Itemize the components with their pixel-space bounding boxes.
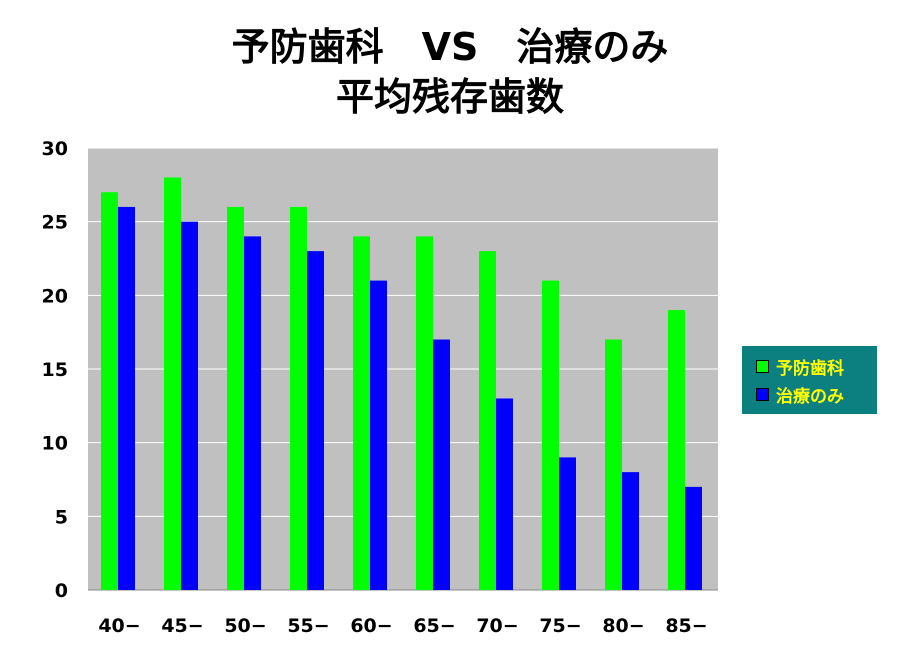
x-tick-label: 50− bbox=[224, 615, 266, 637]
legend-item-preventive: 予防歯科 bbox=[756, 356, 844, 379]
y-tick-label: 0 bbox=[55, 580, 68, 602]
y-tick-label: 20 bbox=[42, 285, 68, 307]
y-tick-label: 15 bbox=[42, 359, 68, 381]
y-tick-label: 25 bbox=[42, 212, 68, 234]
bar-treatment bbox=[370, 280, 387, 590]
bar-treatment bbox=[559, 457, 576, 590]
chart-title-line-1: 予防歯科 VS 治療のみ bbox=[231, 25, 669, 69]
legend-swatch-preventive bbox=[756, 359, 769, 373]
bar-preventive bbox=[164, 177, 181, 590]
x-tick-label: 45− bbox=[161, 615, 203, 637]
y-tick-label: 5 bbox=[55, 506, 68, 528]
bar-treatment bbox=[433, 339, 450, 590]
legend-item-treatment: 治療のみ bbox=[756, 384, 844, 407]
x-tick-label: 75− bbox=[539, 615, 581, 637]
y-tick-label: 30 bbox=[42, 138, 68, 160]
bar-treatment bbox=[622, 472, 639, 590]
x-tick-label: 85− bbox=[665, 615, 707, 637]
legend-swatch-treatment bbox=[756, 387, 769, 401]
bar-treatment bbox=[118, 206, 135, 590]
legend-label-treatment: 治療のみ bbox=[776, 386, 844, 407]
x-tick-label: 60− bbox=[350, 615, 392, 637]
bar-preventive bbox=[290, 206, 307, 590]
chart-title-line-2: 平均残存歯数 bbox=[335, 75, 564, 119]
x-tick-label: 70− bbox=[476, 615, 518, 637]
bar-preventive bbox=[605, 339, 622, 590]
bar-preventive bbox=[416, 236, 433, 590]
bar-treatment bbox=[307, 251, 324, 590]
legend-label-preventive: 予防歯科 bbox=[776, 358, 844, 379]
x-tick-label: 40− bbox=[98, 615, 140, 637]
bar-preventive bbox=[353, 236, 370, 590]
bar-preventive bbox=[227, 206, 244, 590]
bar-treatment bbox=[181, 221, 198, 590]
x-tick-label: 65− bbox=[413, 615, 455, 637]
legend: 予防歯科 治療のみ bbox=[742, 346, 877, 414]
bar-preventive bbox=[668, 310, 685, 590]
x-tick-label: 55− bbox=[287, 615, 329, 637]
chart-title: 予防歯科 VS 治療のみ 平均残存歯数 bbox=[0, 22, 900, 122]
bar-preventive bbox=[101, 192, 118, 590]
bar-treatment bbox=[685, 486, 702, 590]
x-tick-label: 80− bbox=[602, 615, 644, 637]
bar-treatment bbox=[496, 398, 513, 590]
y-tick-label: 10 bbox=[42, 433, 68, 455]
bar-preventive bbox=[542, 280, 559, 590]
bar-treatment bbox=[244, 236, 261, 590]
bar-preventive bbox=[479, 251, 496, 590]
